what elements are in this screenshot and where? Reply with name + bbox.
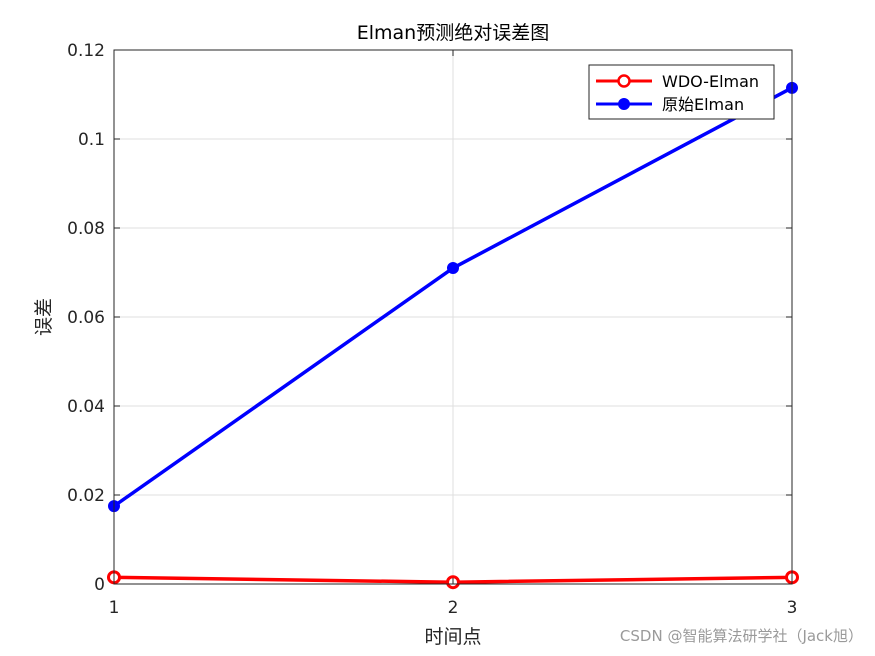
x-tick-label: 2 xyxy=(448,598,459,618)
y-tick-label: 0.1 xyxy=(78,130,105,150)
tick-labels: 1 2 3 0 0.02 0.04 0.06 0.08 0.1 0.12 xyxy=(67,41,797,618)
x-tick-label: 3 xyxy=(787,598,798,618)
legend-marker-original-elman xyxy=(618,98,630,110)
legend-box xyxy=(588,64,775,120)
legend-label-wdo-elman: WDO-Elman xyxy=(662,72,759,91)
x-tick-label: 1 xyxy=(109,598,120,618)
y-tick-label: 0.08 xyxy=(67,219,105,239)
legend-marker-wdo-elman xyxy=(617,74,631,88)
y-tick-label: 0.12 xyxy=(67,41,105,61)
ticks xyxy=(113,49,793,585)
series-1-point xyxy=(447,262,459,275)
legend: WDO-Elman 原始Elman xyxy=(588,64,775,120)
legend-label-original-elman: 原始Elman xyxy=(662,95,744,114)
y-tick-label: 0.04 xyxy=(67,397,105,417)
watermark-text: CSDN @智能算法研学社（Jack旭） xyxy=(620,627,863,645)
y-tick-label: 0.02 xyxy=(67,486,105,506)
x-axis-label: 时间点 xyxy=(424,626,481,648)
chart-title: Elman预测绝对误差图 xyxy=(357,22,549,44)
y-axis-label: 误差 xyxy=(33,298,55,336)
y-tick-label: 0 xyxy=(94,575,105,595)
y-tick-label: 0.06 xyxy=(67,308,105,328)
